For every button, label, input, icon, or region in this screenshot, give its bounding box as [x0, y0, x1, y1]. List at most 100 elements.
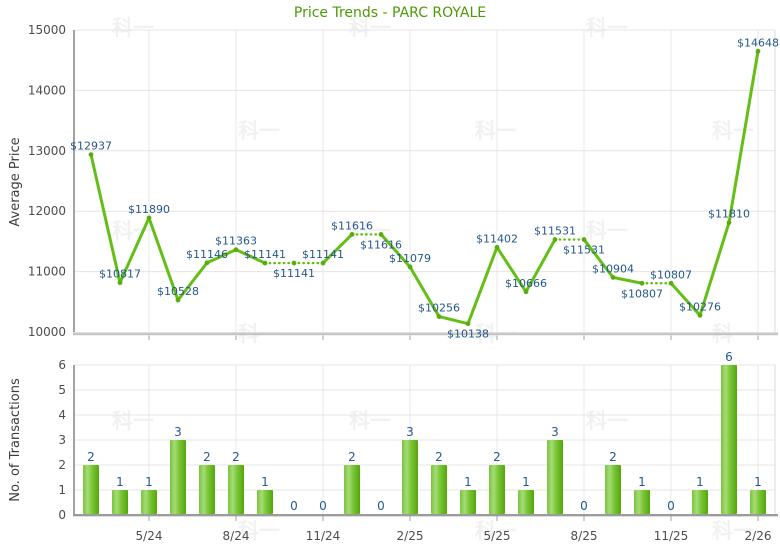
x-tick-label: 5/24 [136, 529, 163, 543]
price-point-label: $10528 [157, 285, 199, 298]
x-tick-label: 11/25 [654, 529, 689, 543]
transaction-bar [489, 465, 505, 514]
x-tick-label: 5/25 [484, 529, 511, 543]
data-point-marker [175, 297, 181, 303]
price-y-tick-label: 11000 [28, 265, 66, 279]
bar-value-label: 1 [696, 475, 704, 489]
bar-value-label: 1 [116, 475, 124, 489]
transaction-bar [228, 465, 244, 514]
price-y-tick-label: 12000 [28, 204, 66, 218]
x-tick-label: 8/25 [571, 529, 598, 543]
data-point-marker [88, 152, 94, 158]
price-point-label: $10666 [505, 277, 547, 290]
data-point-marker [494, 244, 500, 250]
bar-value-label: 1 [754, 475, 762, 489]
transactions-y-axis [73, 365, 75, 517]
price-line-segment [466, 245, 499, 326]
transactions-y-tick-label: 6 [58, 358, 66, 372]
data-point-marker [552, 237, 558, 242]
watermark-text: 科一 [712, 519, 754, 543]
watermark-text: 科一 [112, 16, 154, 40]
transactions-axis-title: No. of Transactions [8, 378, 23, 502]
transactions-y-tick-label: 2 [58, 458, 66, 472]
bar-value-label: 0 [290, 499, 298, 513]
bar-value-label: 3 [406, 425, 414, 439]
price-line-segment [524, 238, 557, 294]
price-axis-title: Average Price [8, 137, 23, 227]
watermark-text: 科一 [112, 409, 154, 433]
bar-value-label: 2 [435, 450, 443, 464]
data-point-marker [726, 220, 732, 226]
transaction-bar [199, 465, 215, 514]
transactions-y-tick-label: 3 [58, 433, 66, 447]
price-point-label: $10817 [99, 268, 141, 281]
transactions-y-tick-label: 1 [58, 483, 66, 497]
price-line-segment [408, 265, 441, 319]
price-line-segment [89, 153, 122, 285]
price-line-segment [727, 49, 760, 225]
transactions-x-axis [73, 516, 778, 517]
price-line-segment [147, 216, 180, 302]
transaction-bar [692, 490, 708, 514]
price-point-label: $10904 [592, 262, 634, 275]
bar-value-label: 6 [725, 350, 733, 364]
price-point-label: $11146 [186, 248, 228, 261]
price-line-segment [582, 238, 615, 279]
transactions-y-tick-label: 5 [58, 383, 66, 397]
price-line-segment [205, 248, 238, 265]
transactions-y-tick-label: 0 [58, 508, 66, 522]
price-x-axis [73, 332, 778, 334]
transaction-bar [460, 490, 476, 514]
data-point-marker [117, 280, 123, 286]
price-line-segment [176, 261, 209, 302]
bar-value-label: 0 [667, 499, 675, 513]
watermark-text: 科一 [586, 219, 628, 243]
price-point-label: $10138 [447, 328, 489, 341]
price-y-tick-label: 14000 [28, 83, 66, 97]
transaction-bar [634, 490, 650, 514]
watermark-text: 科一 [238, 119, 280, 143]
price-point-label: $11141 [273, 267, 315, 280]
watermark-text: 科一 [349, 16, 391, 40]
chart-title: Price Trends - PARC ROYALE [293, 5, 487, 21]
bar-value-label: 0 [377, 499, 385, 513]
price-line-segment [698, 221, 731, 317]
price-point-label: $11810 [708, 208, 750, 221]
transaction-bar [547, 440, 563, 514]
data-point-marker [668, 280, 674, 286]
bar-value-label: 0 [319, 499, 327, 513]
watermark-text: 科一 [475, 519, 517, 543]
transaction-bar [605, 465, 621, 514]
bar-value-label: 1 [522, 475, 530, 489]
bar-value-label: 0 [580, 499, 588, 513]
price-point-label: $12937 [70, 140, 112, 153]
price-line-segment [669, 281, 702, 317]
data-point-marker [755, 48, 761, 54]
price-point-label: $11616 [331, 219, 373, 232]
price-y-tick-label: 13000 [28, 144, 66, 158]
bar-value-label: 2 [493, 450, 501, 464]
bar-value-label: 2 [87, 450, 95, 464]
transactions-y-tick-label: 4 [58, 408, 66, 422]
data-point-marker [697, 312, 703, 318]
data-point-marker [204, 260, 210, 266]
price-line-segment [321, 232, 354, 265]
price-point-label: $10276 [679, 300, 721, 313]
transaction-bar [83, 465, 99, 514]
price-point-label: $11141 [302, 248, 344, 261]
data-point-marker [378, 231, 384, 237]
data-point-marker [146, 215, 152, 221]
transaction-bar [112, 490, 128, 514]
bar-value-label: 2 [609, 450, 617, 464]
price-point-label: $11531 [563, 244, 605, 257]
transaction-bar [518, 490, 534, 514]
watermark-text: 科一 [475, 119, 517, 143]
data-point-marker [465, 321, 471, 327]
data-point-marker [233, 247, 239, 253]
data-point-marker [407, 264, 413, 270]
x-tick-label: 2/25 [397, 529, 424, 543]
data-point-marker [523, 289, 529, 295]
price-y-tick-label: 15000 [28, 23, 66, 37]
bar-value-label: 2 [232, 450, 240, 464]
bar-value-label: 3 [174, 425, 182, 439]
